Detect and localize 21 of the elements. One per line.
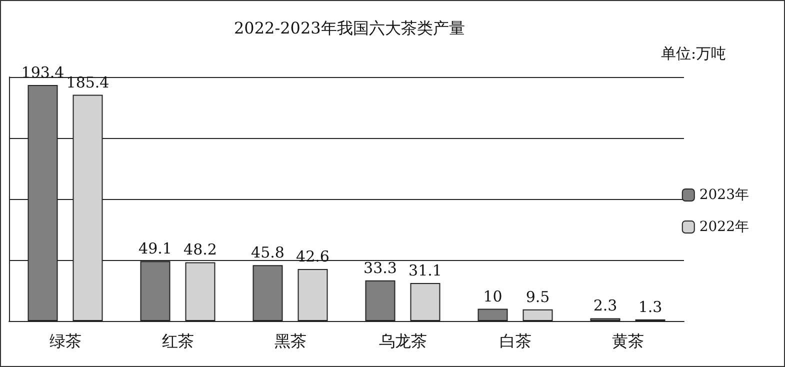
- x-tick-label: 黄茶: [612, 332, 644, 350]
- data-label: 1.3: [638, 298, 662, 316]
- x-tick-label: 绿茶: [49, 332, 82, 350]
- data-label: 33.3: [364, 258, 397, 277]
- x-tick-label: 黑茶: [274, 332, 306, 350]
- data-label: 9.5: [526, 288, 550, 306]
- data-label: 185.4: [66, 73, 110, 92]
- x-tick-label: 红茶: [162, 332, 194, 350]
- data-label: 10: [483, 287, 502, 306]
- data-label: 45.8: [251, 244, 284, 262]
- data-label: 49.1: [138, 240, 172, 258]
- data-label: 31.1: [408, 262, 442, 280]
- legend-label: 2022年: [699, 219, 750, 235]
- x-tick-label: 白茶: [499, 332, 532, 350]
- data-label: 48.2: [184, 240, 217, 259]
- chart-title: 2022-2023年我国六大茶类产量: [234, 18, 465, 38]
- x-tick-label: 乌龙茶: [378, 332, 427, 350]
- data-label: 2.3: [593, 296, 618, 315]
- legend-label: 2023年: [699, 187, 750, 203]
- text: 单位:万吨: [660, 44, 726, 62]
- data-label: 193.4: [21, 64, 64, 82]
